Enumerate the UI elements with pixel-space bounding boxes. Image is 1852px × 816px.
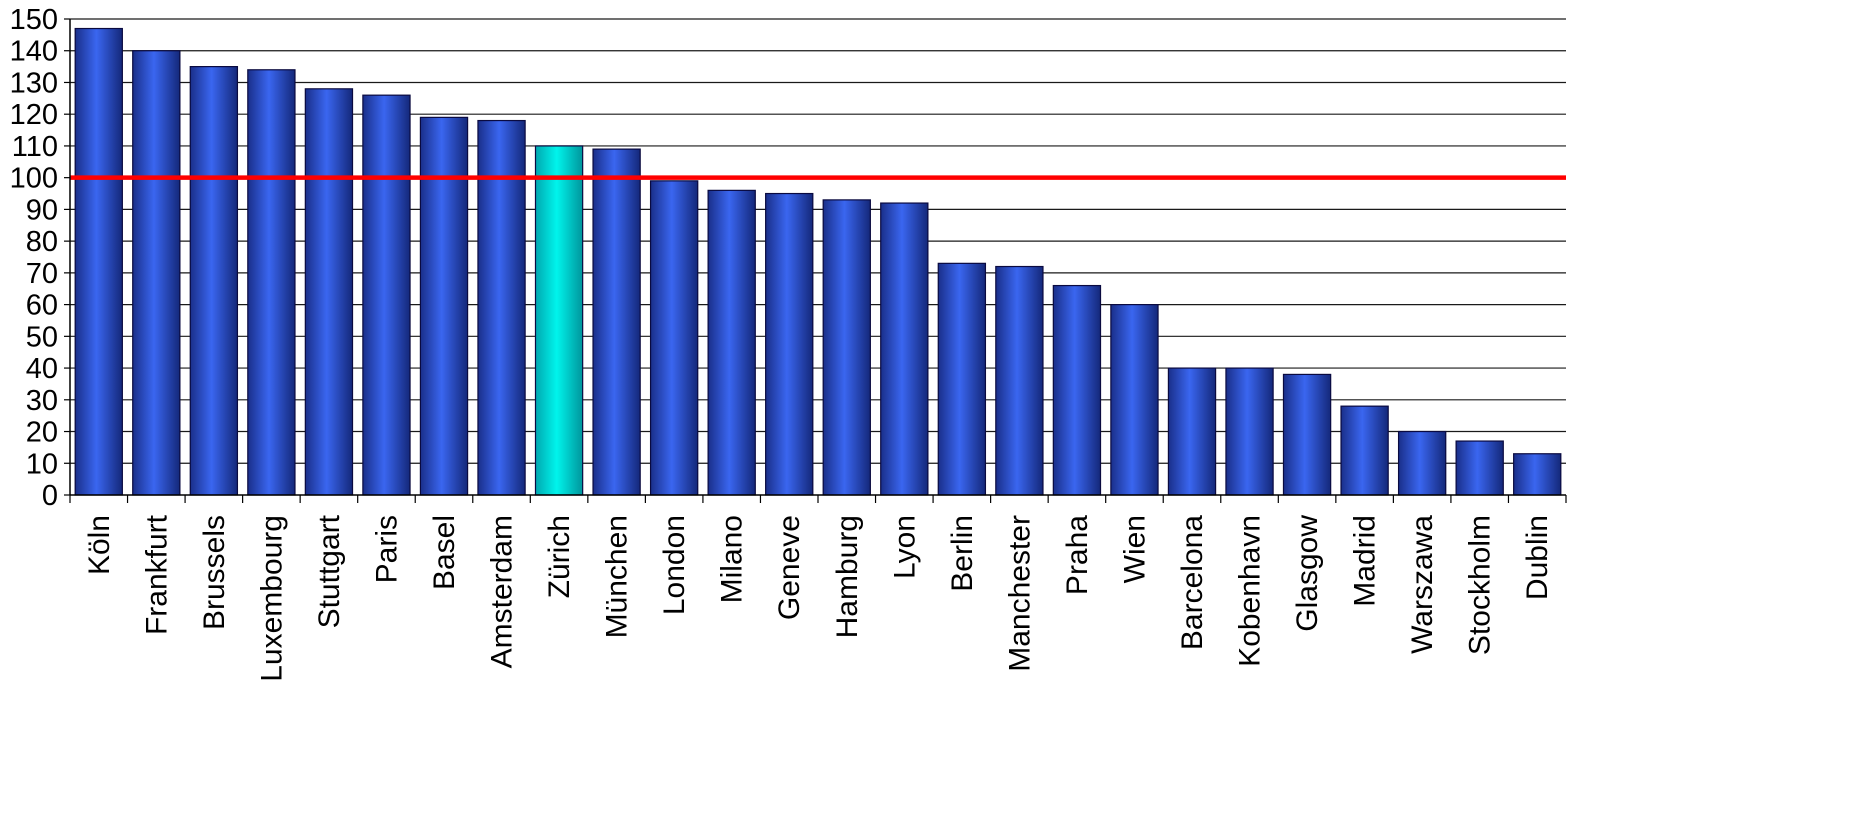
category-label: Amsterdam	[486, 515, 519, 668]
y-tick-label: 50	[26, 321, 58, 353]
y-tick-label: 20	[26, 417, 58, 449]
category-label: Warszawa	[1406, 515, 1439, 654]
category-label: München	[601, 515, 634, 638]
bar	[822, 199, 871, 496]
y-tick-label: 140	[10, 36, 58, 68]
category-label: Hamburg	[831, 515, 864, 638]
category-label: Kobenhavn	[1234, 515, 1267, 667]
bar	[1340, 405, 1389, 496]
category-label: Dublin	[1521, 515, 1554, 600]
bar	[419, 116, 469, 496]
y-tick-label: 90	[26, 194, 58, 226]
y-tick-label: 10	[26, 448, 58, 480]
category-label: Zürich	[543, 515, 576, 598]
bar	[649, 180, 699, 496]
category-label: Paris	[370, 515, 403, 583]
y-tick-label: 0	[42, 480, 58, 512]
category-label: Frankfurt	[140, 514, 173, 635]
y-tick-label: 70	[26, 258, 58, 290]
y-tick-label: 130	[10, 67, 58, 99]
y-tick-label: 30	[26, 385, 58, 417]
bar	[1225, 367, 1274, 496]
category-label: Wien	[1118, 515, 1151, 583]
y-tick-label: 120	[10, 99, 58, 131]
category-label: London	[658, 515, 691, 615]
y-tick-label: 110	[12, 131, 58, 163]
bar	[1052, 284, 1102, 496]
bar	[1455, 440, 1504, 496]
bar	[247, 69, 296, 496]
bar	[880, 202, 929, 496]
category-label: Milano	[716, 515, 749, 603]
y-tick-label: 80	[26, 226, 58, 258]
category-label: Lyon	[888, 515, 921, 579]
y-tick-label: 100	[10, 163, 58, 195]
category-label: Basel	[428, 515, 461, 590]
bar	[592, 148, 641, 496]
category-label: Stuttgart	[313, 514, 346, 628]
category-label: Köln	[83, 515, 116, 575]
y-tick-label: 150	[10, 4, 58, 36]
category-label: Manchester	[1003, 515, 1036, 672]
category-label: Luxembourg	[255, 515, 288, 682]
category-label: Praha	[1061, 515, 1094, 595]
y-tick-label: 60	[26, 290, 58, 322]
category-label: Glasgow	[1291, 515, 1324, 632]
bar	[132, 50, 181, 496]
bar	[1513, 453, 1562, 496]
axes	[69, 19, 1566, 496]
category-label: Barcelona	[1176, 515, 1209, 650]
bar	[937, 262, 987, 496]
bar	[995, 265, 1044, 496]
category-label: Madrid	[1349, 515, 1382, 607]
bar	[1397, 430, 1447, 496]
bar	[707, 189, 756, 496]
bar-highlighted	[534, 145, 584, 496]
bars	[74, 27, 1562, 496]
bar	[1110, 304, 1159, 496]
category-label: Stockholm	[1464, 515, 1497, 655]
category-label: Berlin	[946, 515, 979, 592]
x-axis-labels: Köln Frankfurt Brussels Luxembourg Stuttgart…	[69, 495, 1567, 682]
bar	[765, 192, 814, 496]
bar	[1282, 373, 1332, 496]
bar	[477, 119, 526, 496]
category-label: Brussels	[198, 515, 231, 630]
y-tick-label: 40	[26, 353, 58, 385]
bar	[362, 94, 411, 496]
bar	[304, 88, 354, 496]
bar	[1167, 367, 1217, 496]
bar	[189, 65, 239, 496]
category-label: Geneve	[773, 515, 806, 620]
bar	[74, 27, 123, 496]
